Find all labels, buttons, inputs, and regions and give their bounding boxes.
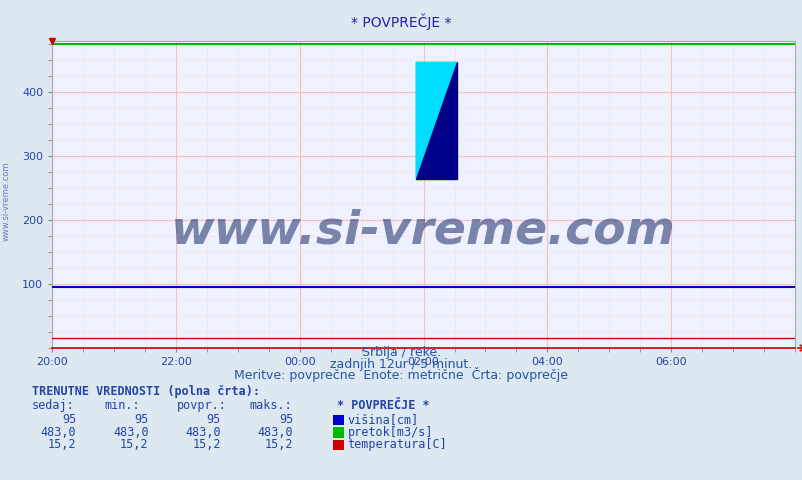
Text: 483,0: 483,0: [185, 426, 221, 439]
Text: 483,0: 483,0: [113, 426, 148, 439]
Text: sedaj:: sedaj:: [32, 399, 75, 412]
Text: min.:: min.:: [104, 399, 140, 412]
Text: pretok[m3/s]: pretok[m3/s]: [347, 426, 432, 439]
Polygon shape: [415, 62, 456, 179]
Text: maks.:: maks.:: [249, 399, 291, 412]
Text: 15,2: 15,2: [192, 438, 221, 451]
Text: www.si-vreme.com: www.si-vreme.com: [171, 209, 675, 254]
Text: povpr.:: povpr.:: [176, 399, 226, 412]
Text: 95: 95: [62, 413, 76, 426]
Text: 15,2: 15,2: [48, 438, 76, 451]
Text: Meritve: povprečne  Enote: metrične  Črta: povprečje: Meritve: povprečne Enote: metrične Črta:…: [234, 367, 568, 382]
Text: www.si-vreme.com: www.si-vreme.com: [2, 162, 11, 241]
Text: 95: 95: [206, 413, 221, 426]
Text: 95: 95: [278, 413, 293, 426]
Text: TRENUTNE VREDNOSTI (polna črta):: TRENUTNE VREDNOSTI (polna črta):: [32, 384, 260, 397]
Text: 95: 95: [134, 413, 148, 426]
Text: Srbija / reke.: Srbija / reke.: [362, 346, 440, 359]
Text: 15,2: 15,2: [265, 438, 293, 451]
Text: 483,0: 483,0: [41, 426, 76, 439]
Text: temperatura[C]: temperatura[C]: [347, 438, 447, 451]
Text: * POVPREČJE *: * POVPREČJE *: [350, 13, 452, 30]
Text: 15,2: 15,2: [120, 438, 148, 451]
Text: zadnjih 12ur / 5 minut.: zadnjih 12ur / 5 minut.: [330, 358, 472, 371]
Text: * POVPREČJE *: * POVPREČJE *: [337, 399, 429, 412]
Bar: [415, 62, 456, 179]
Text: višina[cm]: višina[cm]: [347, 413, 419, 426]
Polygon shape: [415, 62, 456, 179]
Text: 483,0: 483,0: [257, 426, 293, 439]
